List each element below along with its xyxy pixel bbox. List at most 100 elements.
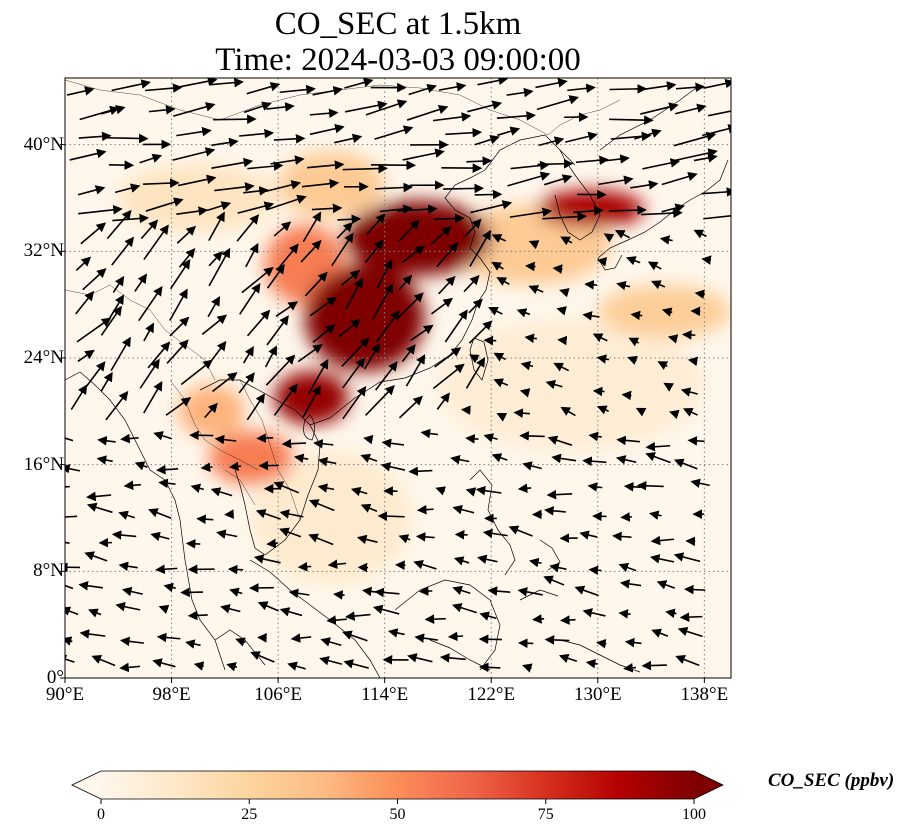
wind-arrow	[493, 352, 507, 362]
wind-arrow	[100, 305, 122, 336]
wind-arrow	[70, 384, 88, 410]
wind-arrow	[165, 397, 192, 416]
wind-arrow	[645, 441, 671, 452]
wind-arrow	[69, 148, 107, 161]
wind-arrow	[145, 83, 183, 93]
wind-arrow	[701, 255, 712, 265]
wind-arrow	[216, 529, 238, 539]
wind-arrow	[121, 586, 143, 597]
wind-arrow	[549, 562, 567, 573]
wind-arrow	[612, 531, 632, 542]
co-plume	[208, 431, 295, 485]
longitude-label: 106°E	[254, 684, 302, 705]
wind-arrow	[667, 334, 679, 344]
wind-arrow	[297, 343, 323, 363]
wind-arrow	[636, 480, 664, 491]
wind-arrow	[522, 461, 542, 471]
wind-arrow	[265, 180, 302, 193]
wind-arrow	[434, 347, 462, 368]
wind-arrow	[416, 504, 434, 515]
wind-arrow	[430, 297, 453, 315]
wind-arrow	[273, 133, 306, 144]
colorbar-max-extension	[694, 771, 723, 799]
wind-arrow	[413, 559, 437, 570]
wind-arrow	[565, 131, 598, 143]
latitude-label: 32°N	[23, 240, 64, 262]
wind-arrow	[152, 658, 176, 668]
wind-arrow	[309, 123, 345, 136]
wind-arrow	[556, 306, 567, 316]
colorbar-label: CO_SEC (ppbv)	[768, 770, 895, 791]
latitude-label: 24°N	[23, 347, 64, 368]
colorbar-tick-label: 100	[682, 806, 706, 823]
wind-arrow	[82, 268, 107, 291]
wind-arrow	[618, 609, 631, 619]
wind-arrow	[360, 453, 378, 463]
wind-arrow	[645, 452, 671, 464]
wind-arrow	[210, 487, 233, 497]
wind-arrow	[619, 579, 642, 589]
wind-arrow	[360, 503, 378, 513]
wind-arrow	[344, 78, 374, 89]
wind-arrow	[313, 439, 334, 449]
wind-arrow	[657, 361, 669, 370]
wind-arrow	[86, 502, 113, 514]
wind-arrow	[398, 274, 413, 291]
wind-arrow	[621, 390, 632, 401]
wind-arrow	[239, 283, 261, 315]
wind-arrow	[270, 155, 305, 165]
wind-arrow	[337, 214, 362, 225]
wind-arrow	[111, 79, 151, 92]
wind-arrow	[273, 221, 292, 237]
wind-arrow	[623, 482, 641, 492]
wind-arrow	[694, 289, 706, 299]
wind-arrow	[575, 155, 610, 166]
co-plume	[304, 264, 425, 372]
wind-arrow	[119, 636, 144, 647]
wind-arrow	[150, 531, 170, 542]
wind-arrow	[450, 454, 470, 465]
wind-arrow	[273, 481, 300, 494]
colorbar-min-extension	[72, 771, 101, 799]
co-plume	[251, 451, 412, 585]
wind-arrow	[465, 487, 477, 497]
wind-arrow	[680, 387, 698, 397]
wind-arrow	[677, 626, 703, 638]
wind-arrow	[246, 82, 281, 95]
wind-arrow	[491, 234, 507, 243]
wind-arrow	[320, 637, 342, 647]
wind-arrow	[493, 378, 509, 388]
wind-arrow	[158, 604, 170, 614]
wind-arrow	[630, 310, 643, 321]
wind-arrow	[213, 114, 257, 124]
wind-arrow	[172, 147, 216, 161]
wind-arrow	[211, 372, 238, 393]
wind-arrow	[363, 343, 381, 370]
wind-arrow	[180, 359, 213, 386]
wind-arrow	[588, 431, 602, 442]
wind-arrow	[673, 131, 717, 147]
wind-arrow	[227, 564, 244, 575]
wind-arrow	[673, 458, 698, 470]
wind-arrow	[65, 433, 74, 443]
wind-arrow	[78, 131, 112, 142]
wind-arrow	[661, 307, 673, 317]
wind-arrow	[326, 615, 347, 625]
wind-arrow	[596, 257, 608, 267]
wind-arrow	[176, 126, 212, 137]
wind-arrow	[663, 382, 675, 392]
wind-arrow	[432, 363, 465, 390]
co-plume	[178, 384, 245, 439]
wind-arrow	[337, 318, 362, 338]
wind-arrow	[627, 355, 638, 365]
wind-arrow	[436, 392, 450, 410]
wind-arrow	[334, 133, 363, 144]
wind-arrow	[536, 95, 580, 111]
wind-arrow	[532, 614, 545, 624]
wind-arrow	[185, 639, 201, 649]
wind-arrow	[649, 510, 662, 520]
wind-arrow	[544, 506, 566, 516]
colorbar-ticks	[100, 799, 695, 804]
wind-arrow	[372, 604, 400, 615]
wind-arrow	[309, 108, 339, 119]
